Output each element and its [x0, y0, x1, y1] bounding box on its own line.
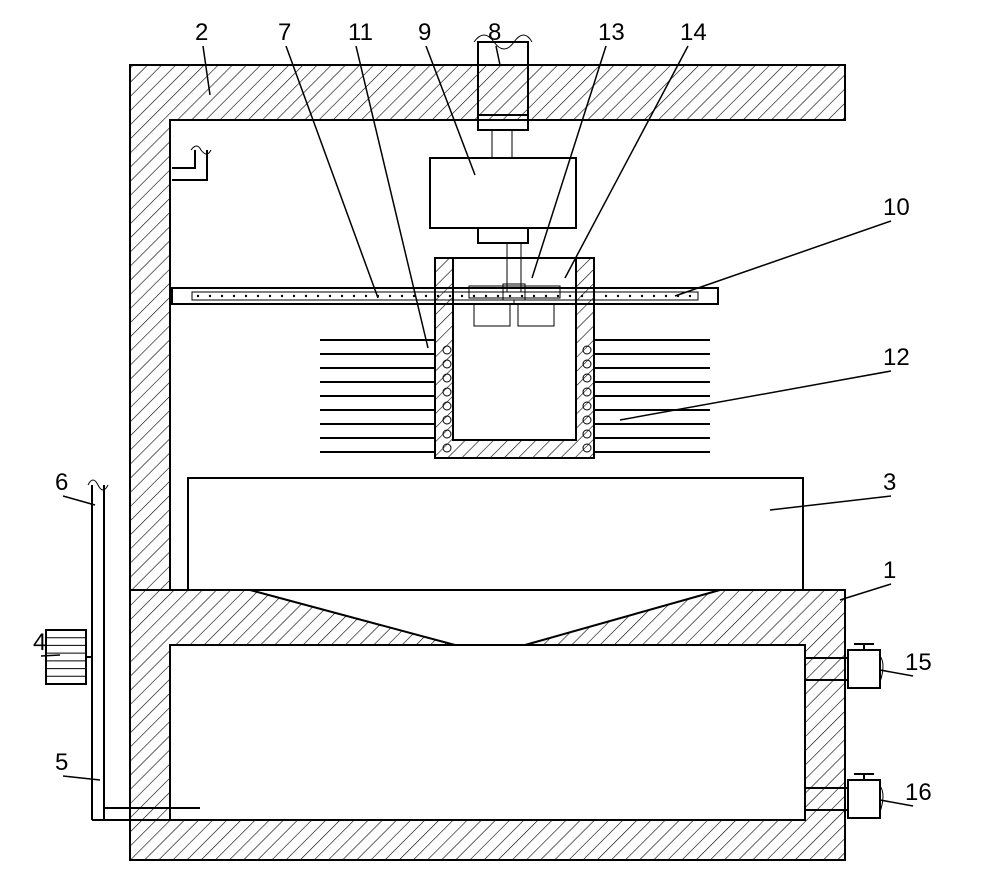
callout-5: 5	[55, 749, 68, 776]
callout-8: 8	[488, 19, 501, 46]
callout-14: 14	[680, 19, 707, 46]
callout-10: 10	[883, 194, 910, 221]
callout-16: 16	[905, 779, 932, 806]
callout-12: 12	[883, 344, 910, 371]
callout-11: 11	[348, 19, 373, 46]
callout-1: 1	[883, 557, 896, 584]
callout-6: 6	[55, 469, 68, 496]
callout-4: 4	[33, 629, 46, 656]
callout-15: 15	[905, 649, 932, 676]
callout-3: 3	[883, 469, 896, 496]
callout-7: 7	[278, 19, 291, 46]
callout-2: 2	[195, 19, 208, 46]
callout-9: 9	[418, 19, 431, 46]
callout-13: 13	[598, 19, 625, 46]
